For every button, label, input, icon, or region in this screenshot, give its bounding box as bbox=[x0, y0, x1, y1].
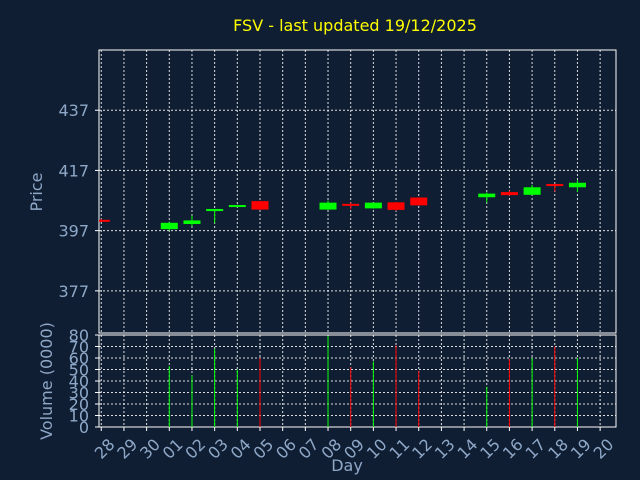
candle bbox=[568, 179, 586, 193]
volume-tick-label: 20 bbox=[69, 395, 89, 414]
volume-tick-label: 80 bbox=[69, 326, 89, 345]
volume-tick-label: 30 bbox=[69, 384, 89, 403]
candle bbox=[228, 204, 246, 208]
candle-body bbox=[546, 183, 564, 187]
candle bbox=[500, 190, 518, 196]
price-axis-label: Price bbox=[27, 172, 46, 211]
candle bbox=[251, 200, 269, 211]
candle-body bbox=[251, 201, 269, 210]
candle-body bbox=[410, 197, 428, 206]
price-tick-label: 417 bbox=[58, 161, 89, 180]
candle bbox=[342, 202, 360, 210]
candle bbox=[523, 184, 541, 196]
x-axis-ticks: 2829300102030405060708091011121314151617… bbox=[91, 427, 618, 463]
candle bbox=[387, 202, 405, 211]
candle bbox=[478, 192, 496, 203]
volume-tick-label: 50 bbox=[69, 361, 89, 380]
candle bbox=[319, 200, 337, 210]
candle-body bbox=[206, 208, 224, 212]
volume-axis-label: Volume (0000) bbox=[37, 322, 56, 440]
candle bbox=[160, 221, 178, 231]
candle-body bbox=[500, 192, 518, 196]
candle-body bbox=[478, 193, 496, 198]
candle bbox=[206, 208, 224, 224]
chart-title: FSV - last updated 19/12/2025 bbox=[233, 16, 477, 35]
volume-tick-label: 60 bbox=[69, 349, 89, 368]
candle-body bbox=[183, 220, 201, 225]
candle bbox=[183, 215, 201, 227]
candle bbox=[546, 183, 564, 192]
price-tick-label: 437 bbox=[58, 101, 89, 120]
price-tick-label: 377 bbox=[58, 282, 89, 301]
price-frame bbox=[98, 49, 617, 334]
candle bbox=[99, 218, 110, 222]
candle-body bbox=[387, 202, 405, 210]
candle-body bbox=[342, 203, 360, 206]
candle-body bbox=[99, 219, 110, 222]
volume-tick-label: 10 bbox=[69, 407, 89, 426]
price-panel: 377 397 417 437 bbox=[58, 49, 617, 334]
candle-body bbox=[319, 202, 337, 210]
price-tick-label: 397 bbox=[58, 222, 89, 241]
candle-body bbox=[160, 222, 178, 230]
candle-body bbox=[228, 205, 246, 208]
volume-frame bbox=[98, 334, 617, 428]
candle bbox=[410, 197, 428, 206]
candle-body bbox=[568, 182, 586, 188]
x-tick-label: 20 bbox=[590, 435, 618, 463]
volume-tick-label: 0 bbox=[79, 418, 89, 437]
volume-tick-label: 70 bbox=[69, 338, 89, 357]
x-axis-label: Day bbox=[331, 456, 363, 475]
volume-tick-label: 40 bbox=[69, 372, 89, 391]
candle-body bbox=[364, 202, 382, 209]
candle bbox=[364, 202, 382, 209]
candle-body bbox=[523, 187, 541, 195]
